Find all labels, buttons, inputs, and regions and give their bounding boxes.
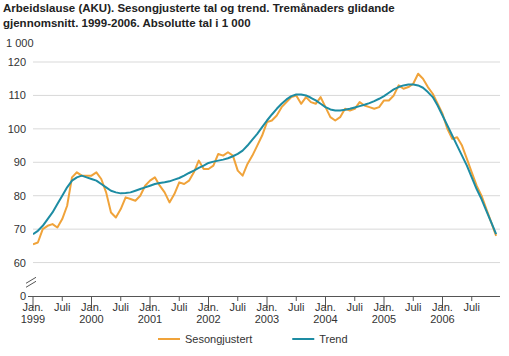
x-tick-label-line: Jan.	[432, 301, 453, 313]
x-tick-label: Jan.2005	[372, 301, 396, 325]
y-tick-label: 80	[14, 190, 26, 202]
x-tick-label: Jan.2004	[313, 301, 337, 325]
grid-line	[33, 195, 500, 196]
x-tick-label: Juli	[229, 301, 246, 313]
x-tick-label-line: 2004	[313, 313, 337, 325]
y-tick-label: 90	[14, 156, 26, 168]
grid-line	[33, 162, 500, 163]
x-tick-label-line: Jan.	[374, 301, 395, 313]
x-tick-label-line: Juli	[229, 301, 246, 313]
x-tick-label-line: 2002	[196, 313, 220, 325]
legend-swatch	[158, 338, 180, 340]
x-tick-label: Juli	[112, 301, 129, 313]
x-tick-label: Jan.2003	[255, 301, 279, 325]
line-series	[33, 84, 496, 234]
x-tick-label-line: Jan.	[198, 301, 219, 313]
y-tick-label: 100	[8, 123, 26, 135]
x-tick-label-line: Jan.	[140, 301, 161, 313]
legend-label: Sesongjustert	[185, 333, 252, 345]
grid-line	[33, 62, 500, 63]
x-tick-label-line: 2006	[430, 313, 454, 325]
x-tick-label-line: Jan.	[81, 301, 102, 313]
x-tick-label: Juli	[288, 301, 305, 313]
x-tick-label: Juli	[171, 301, 188, 313]
legend-label: Trend	[319, 333, 347, 345]
y-tick-label: 120	[8, 56, 26, 68]
x-tick-label-line: 2000	[79, 313, 103, 325]
x-tick-label-line: 2005	[372, 313, 396, 325]
grid-line	[33, 128, 500, 129]
x-tick-label-line: Jan.	[257, 301, 278, 313]
x-tick-label-line: Juli	[463, 301, 480, 313]
x-tick-label-line: 2003	[255, 313, 279, 325]
line-series	[33, 74, 496, 244]
x-tick-label-line: Juli	[405, 301, 422, 313]
x-tick-label: Juli	[405, 301, 422, 313]
x-tick-label-line: Juli	[171, 301, 188, 313]
x-tick-label: Juli	[346, 301, 363, 313]
x-tick-label: Jan.2006	[430, 301, 454, 325]
grid-line	[33, 229, 500, 230]
y-tick-label: 70	[14, 223, 26, 235]
x-tick-label: Jan.1999	[21, 301, 45, 325]
plot-area	[33, 74, 496, 244]
x-tick-label: Jan.2001	[138, 301, 162, 325]
x-tick-label-line: Juli	[54, 301, 71, 313]
y-axis-unit: 1 000	[6, 37, 34, 49]
x-axis	[28, 296, 500, 297]
x-tick-label: Juli	[54, 301, 71, 313]
axis-break	[26, 277, 36, 287]
x-tick-label: Juli	[463, 301, 480, 313]
y-tick-label: 60	[14, 257, 26, 269]
x-tick-label-line: 2001	[138, 313, 162, 325]
x-tick-label-line: Juli	[112, 301, 129, 313]
grid-line	[33, 262, 500, 263]
y-tick-label: 110	[8, 89, 26, 101]
x-tick-label-line: Jan.	[23, 301, 44, 313]
x-tick-label-line: Juli	[346, 301, 363, 313]
x-tick-label: Jan.2000	[79, 301, 103, 325]
legend-swatch	[292, 338, 314, 340]
x-tick-label-line: Juli	[288, 301, 305, 313]
x-tick-label: Jan.2002	[196, 301, 220, 325]
x-tick-label-line: Jan.	[315, 301, 336, 313]
title: Arbeidslause (AKU). Sesongjusterte tal o…	[3, 1, 443, 31]
x-tick-label-line: 1999	[21, 313, 45, 325]
